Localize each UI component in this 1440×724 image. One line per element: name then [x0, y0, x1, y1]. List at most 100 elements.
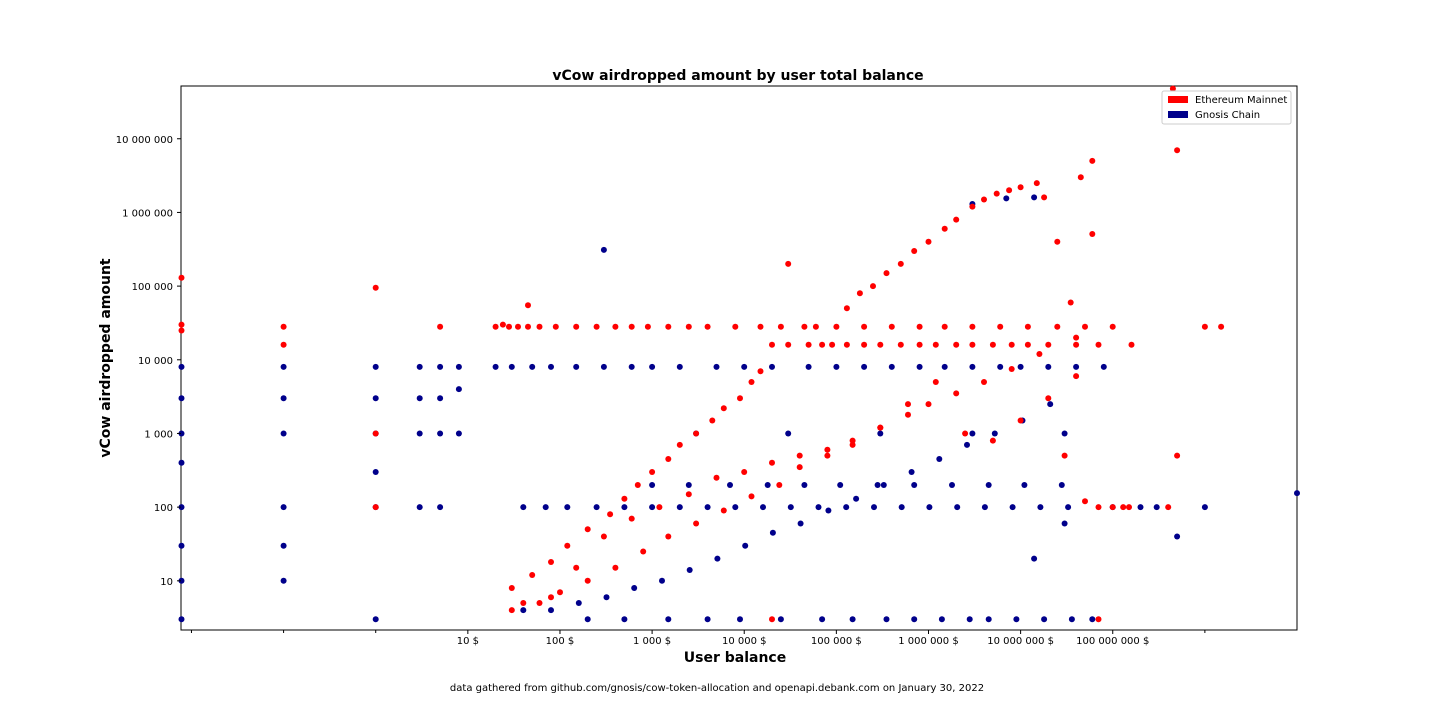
data-point-ethereum [1024, 323, 1031, 330]
data-point-ethereum [737, 395, 743, 402]
data-point-ethereum [757, 368, 764, 375]
data-point-gnosis [911, 482, 918, 488]
data-point-ethereum [843, 305, 850, 312]
data-point-ethereum [693, 520, 700, 527]
data-point-gnosis [1137, 504, 1144, 511]
data-point-ethereum [916, 341, 923, 348]
data-point-gnosis [437, 395, 444, 402]
y-tick-label: 100 000 [132, 282, 173, 293]
data-point-ethereum [548, 559, 554, 565]
data-point-ethereum [812, 323, 819, 330]
data-point-gnosis [1073, 363, 1080, 370]
data-point-ethereum [499, 321, 506, 328]
data-point-gnosis [621, 616, 628, 623]
data-point-gnosis [938, 616, 945, 623]
data-point-ethereum [1120, 504, 1127, 511]
data-point-ethereum [1045, 395, 1052, 402]
data-point-ethereum [1077, 174, 1084, 181]
data-point-gnosis [649, 504, 656, 511]
data-point-gnosis [1017, 363, 1024, 370]
data-point-gnosis [837, 482, 844, 488]
data-point-gnosis [280, 430, 287, 437]
x-tick-label: 1 000 $ [633, 636, 671, 647]
data-point-ethereum [280, 323, 287, 330]
data-point-gnosis [741, 363, 748, 370]
data-point-ethereum [883, 270, 890, 277]
data-point-gnosis [1201, 504, 1208, 511]
data-point-ethereum [1024, 341, 1031, 348]
data-point-gnosis [997, 363, 1004, 370]
data-point-gnosis [713, 363, 720, 370]
data-point-gnosis [280, 395, 287, 402]
data-point-ethereum [520, 600, 527, 606]
data-point-gnosis [843, 504, 850, 511]
data-point-ethereum [552, 323, 559, 330]
data-point-gnosis [178, 459, 185, 466]
data-point-ethereum [785, 341, 792, 348]
data-point-gnosis [764, 482, 771, 488]
data-point-ethereum [584, 577, 591, 584]
data-point-gnosis [1294, 490, 1300, 497]
data-point-ethereum [1017, 184, 1024, 191]
data-point-ethereum [649, 469, 656, 475]
data-point-ethereum [607, 511, 614, 518]
data-point-gnosis [1045, 363, 1052, 370]
data-point-ethereum [969, 341, 976, 348]
data-point-gnosis [178, 363, 185, 370]
data-point-gnosis [584, 616, 591, 623]
data-point-ethereum [1109, 504, 1116, 511]
data-point-gnosis [861, 363, 868, 370]
data-point-ethereum [676, 441, 683, 448]
data-point-gnosis [1068, 616, 1075, 623]
data-point-gnosis [280, 363, 287, 370]
data-point-ethereum [685, 323, 692, 330]
data-point-gnosis [676, 504, 683, 511]
data-point-ethereum [932, 379, 939, 385]
data-point-ethereum [824, 446, 831, 453]
data-point-gnosis [575, 600, 582, 606]
data-point-gnosis [849, 616, 856, 623]
data-point-gnosis [1031, 194, 1038, 201]
data-point-ethereum [584, 526, 591, 533]
data-point-ethereum [529, 572, 536, 578]
data-point-gnosis [1089, 616, 1096, 623]
data-point-ethereum [628, 323, 635, 330]
data-point-ethereum [1006, 187, 1013, 194]
data-point-gnosis [985, 616, 992, 623]
x-tick-label: 100 $ [546, 636, 575, 647]
data-point-gnosis [825, 507, 832, 514]
data-point-gnosis [676, 363, 683, 370]
data-point-gnosis [416, 363, 423, 370]
y-tick-label: 100 [154, 503, 173, 514]
data-point-ethereum [640, 548, 647, 555]
y-axis-ticks: 10 100 1 000 10 000 100 000 1 000 000 10 000 0… [116, 135, 181, 588]
data-point-gnosis [659, 577, 665, 584]
data-point-gnosis [600, 246, 607, 253]
data-point-ethereum [548, 594, 554, 601]
data-point-gnosis [871, 504, 877, 511]
data-point-ethereum [769, 459, 775, 466]
data-point-gnosis [492, 363, 499, 370]
legend-label-ethereum: Ethereum Mainnet [1195, 95, 1287, 106]
data-point-ethereum [593, 323, 600, 330]
data-point-gnosis [178, 616, 185, 623]
data-point-gnosis [437, 504, 444, 511]
data-point-ethereum [989, 341, 996, 348]
data-point-ethereum [1061, 452, 1068, 459]
data-point-ethereum [612, 323, 619, 330]
data-point-gnosis [1061, 520, 1068, 527]
data-point-ethereum [861, 341, 868, 348]
x-tick-label: 1 000 000 $ [898, 636, 958, 647]
data-point-ethereum [905, 401, 911, 408]
data-point-ethereum [1073, 373, 1080, 380]
x-tick-label: 10 $ [457, 636, 479, 647]
x-tick-label: 100 000 $ [811, 636, 862, 647]
data-point-ethereum [1017, 417, 1024, 424]
data-point-ethereum [1218, 323, 1225, 330]
data-point-gnosis [787, 504, 794, 511]
data-point-gnosis [564, 504, 571, 511]
data-point-ethereum [372, 430, 379, 437]
data-point-gnosis [732, 504, 739, 511]
data-point-gnosis [969, 430, 976, 437]
